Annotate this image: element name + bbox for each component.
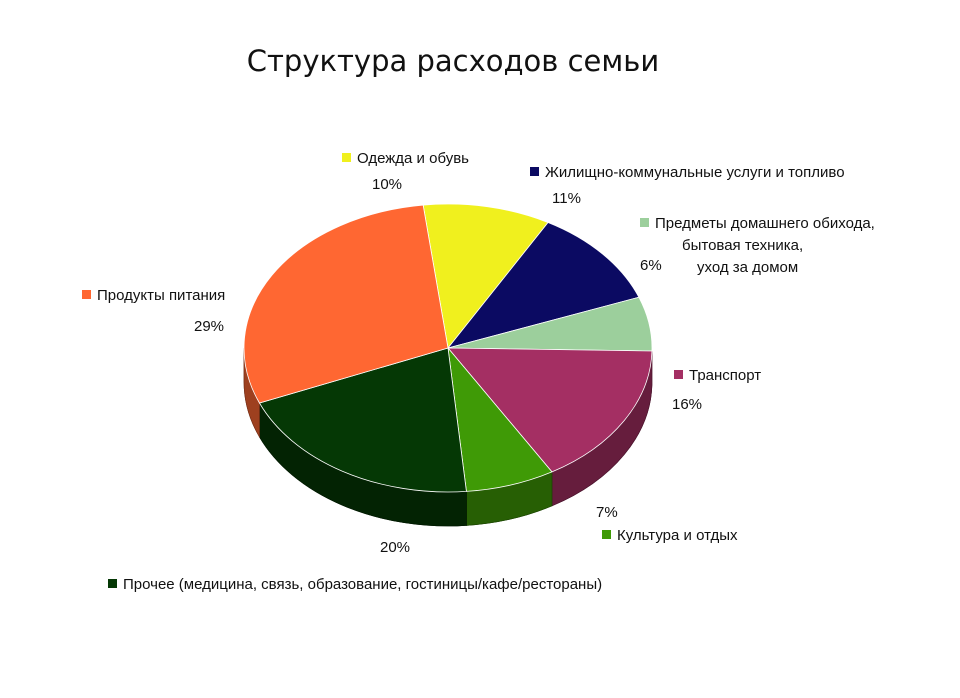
legend-swatch-transport [674,370,683,379]
legend-label-culture: Культура и отдых [617,527,738,544]
pct-other: 20% [380,539,411,556]
pie-slice-0 [422,203,549,349]
legend-household: Предметы домашнего обихода, бытовая техн… [640,213,875,279]
legend-swatch-food [82,290,91,299]
pie-slice-6 [243,204,449,404]
legend-housing: Жилищно-коммунальные услуги и топливо [530,164,845,181]
legend-household-line-1: Предметы домашнего обихода, [640,213,875,235]
pct-transport: 16% [672,396,703,413]
pie-slice-5 [258,347,467,493]
legend-culture: Культура и отдых [602,527,738,544]
legend-swatch-other [108,579,117,588]
pie-top [243,203,653,493]
pie-slice-3 [447,347,653,473]
pct-clothing: 10% [372,176,403,193]
legend-label-transport: Транспорт [689,367,762,384]
legend-label-food: Продукты питания [97,287,226,304]
pct-food: 29% [194,318,225,335]
legend-swatch-culture [602,530,611,539]
legend-other: Прочее (медицина, связь, образование, го… [108,576,602,593]
legend-household-line-2: бытовая техника, [682,237,804,254]
pct-culture: 7% [596,504,618,521]
chart-title: Структура расходов семьи [246,44,660,78]
legend-label-other: Прочее (медицина, связь, образование, го… [123,576,603,593]
pct-household: 6% [640,257,662,274]
legend-label-housing: Жилищно-коммунальные услуги и топливо [545,164,845,181]
legend-label-household-1: Предметы домашнего обихода, [655,215,875,232]
legend-label-clothing: Одежда и обувь [357,150,469,167]
legend-household-line-3: уход за домом [697,259,799,276]
legend-swatch-household [640,218,649,227]
legend-transport: Транспорт [674,367,761,384]
legend-clothing: Одежда и обувь [342,150,469,167]
pct-housing: 11% [552,190,581,207]
pie-sides [243,347,653,527]
legend-food: Продукты питания [82,287,225,304]
legend-swatch-clothing [342,153,351,162]
pie-slice-1 [446,222,640,349]
legend-swatch-housing [530,167,539,176]
